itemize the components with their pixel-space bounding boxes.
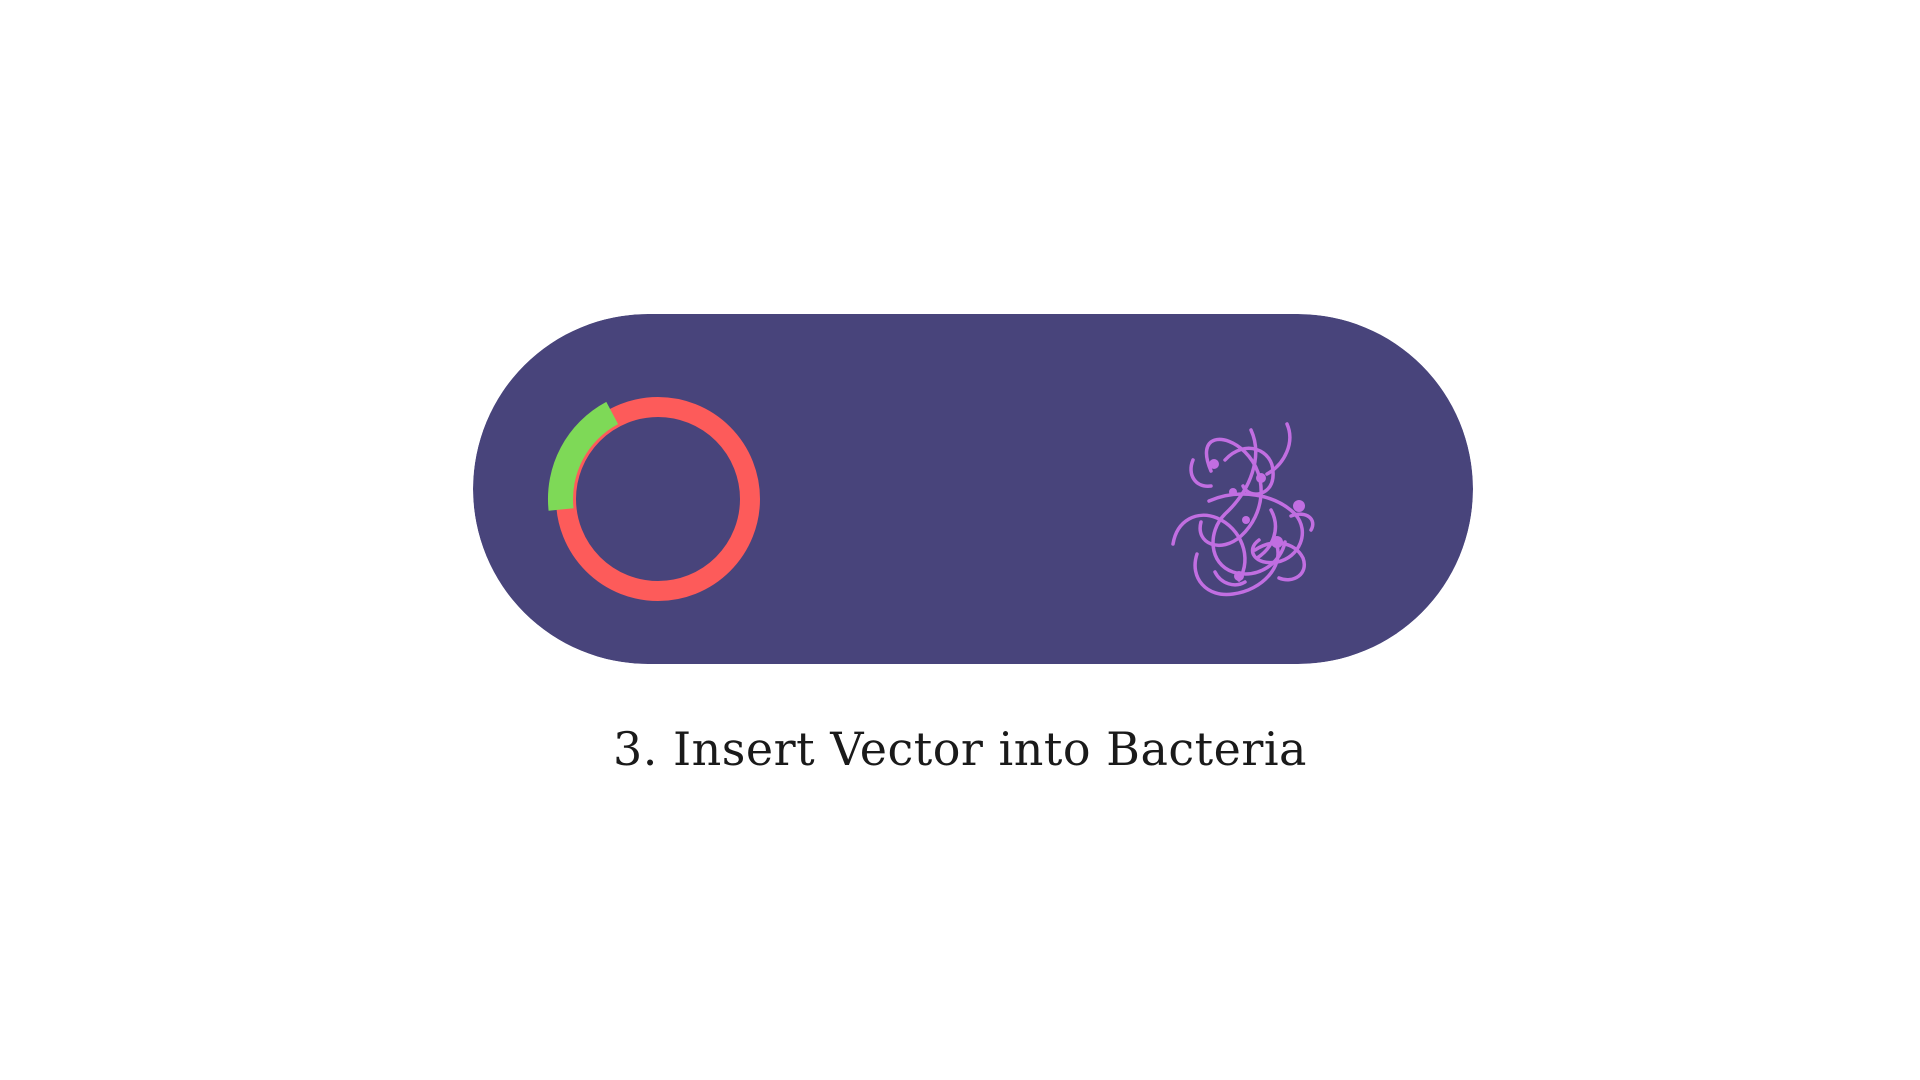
- step-caption: 3. Insert Vector into Bacteria: [613, 722, 1307, 776]
- plasmid-icon: [547, 397, 760, 601]
- bacteria-icon: [1171, 422, 1315, 597]
- vector-capsule: [473, 314, 1473, 664]
- capsule-background: [473, 314, 1473, 664]
